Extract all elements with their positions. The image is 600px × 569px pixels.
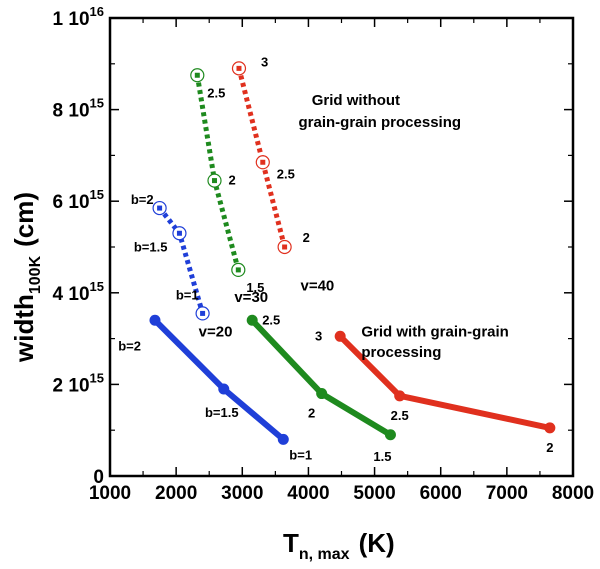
series-line (236, 67, 288, 248)
annotation-v20-label: v=20 (199, 323, 233, 340)
x-tick-label: 2000 (155, 483, 197, 504)
y-axis-title: width100K (cm) (9, 192, 44, 363)
y-tick-mantissa: 8 10 (53, 101, 90, 122)
point-label: 2.5 (277, 166, 295, 181)
annotation-v30-label: v=30 (234, 289, 268, 306)
x-axis-title: Tn, max (K) (283, 528, 395, 563)
data-point-core (176, 230, 182, 236)
data-point (149, 314, 161, 326)
point-label: b=2 (131, 192, 154, 207)
y-tick-mantissa: 4 10 (53, 284, 90, 305)
x-tick-label: 6000 (420, 483, 462, 504)
x-tick-labels: 1000 2000 3000 4000 5000 6000 7000 8000 (89, 483, 594, 504)
point-label: 1.5 (373, 449, 391, 464)
data-point-core (200, 310, 206, 316)
data-point (394, 390, 406, 402)
point-label: b=1.5 (134, 239, 168, 254)
data-point (384, 429, 396, 441)
data-point (277, 433, 289, 445)
y-tick-label: 1 1016 (53, 4, 104, 30)
y-tick-exponent: 15 (90, 370, 104, 385)
y-axis-title-unit: (cm) (9, 192, 39, 247)
point-labels: b=2 b=1.5 b=1 2.5 2 1.5 3 2.5 2 b=2 b=1.5 b=1 2.5 2 1.… (118, 54, 553, 463)
annotation-grid-without-line1: Grid without (312, 92, 400, 109)
point-label: 2 (546, 440, 553, 455)
x-tick-label: 8000 (552, 483, 594, 504)
point-label: 2 (303, 230, 310, 245)
y-tick-exponent: 15 (90, 96, 104, 111)
point-label: 2.5 (391, 408, 409, 423)
y-tick-exponent: 15 (90, 187, 104, 202)
annotation-grid-without-line2: grain-grain processing (299, 114, 462, 131)
y-tick-mantissa: 6 10 (53, 192, 90, 213)
data-point-core (260, 159, 266, 165)
axis-ticks (109, 17, 574, 477)
annotation-v40-label: v=40 (300, 278, 334, 295)
annotation-grid-with-line1: Grid with grain-grain (361, 323, 509, 340)
x-axis-title-main: T (283, 528, 299, 558)
x-tick-label: 1000 (89, 483, 131, 504)
data-point (316, 388, 328, 400)
point-label: 2.5 (207, 85, 225, 100)
point-label: 1.5 (246, 280, 264, 295)
data-point (544, 422, 556, 434)
data-point-core (194, 72, 200, 78)
point-label: b=1.5 (205, 405, 239, 420)
point-label: 2 (229, 173, 236, 188)
x-axis-title-sub: n, max (299, 546, 350, 563)
y-tick-label: 4 1015 (53, 279, 104, 305)
annotations: Grid without grain-grain processing Grid w… (199, 92, 509, 361)
point-label: 2.5 (262, 312, 280, 327)
series-markers (149, 61, 556, 445)
data-point-core (157, 205, 163, 211)
data-point (334, 330, 346, 342)
point-label: b=1 (289, 447, 312, 462)
x-tick-label: 7000 (486, 483, 528, 504)
point-label: 3 (261, 54, 268, 69)
annotation-grid-with-line2: processing (361, 344, 441, 361)
y-tick-exponent: 15 (90, 279, 104, 294)
point-label: 3 (315, 328, 322, 343)
data-point (218, 383, 230, 395)
y-axis-title-main: width (9, 294, 39, 363)
point-label: 2 (308, 406, 315, 421)
data-point-core (235, 267, 241, 273)
y-tick-exponent: 16 (90, 4, 104, 19)
y-tick-mantissa: 1 10 (53, 9, 90, 30)
x-tick-label: 3000 (221, 483, 263, 504)
y-tick-label: 0 (93, 467, 104, 488)
y-tick-label: 8 1015 (53, 96, 104, 122)
data-point-core (282, 244, 288, 250)
data-point (246, 314, 258, 326)
x-tick-label: 4000 (287, 483, 329, 504)
point-label: b=1 (176, 287, 199, 302)
x-axis-title-unit: (K) (359, 528, 395, 558)
y-axis-title-sub: 100K (27, 255, 44, 294)
data-point-core (236, 65, 242, 71)
data-point-core (212, 178, 218, 184)
x-tick-label: 5000 (353, 483, 395, 504)
y-tick-mantissa: 2 10 (53, 375, 90, 396)
y-tick-label: 6 1015 (53, 187, 104, 213)
point-label: b=2 (118, 338, 141, 353)
y-tick-label: 2 1015 (53, 370, 104, 396)
